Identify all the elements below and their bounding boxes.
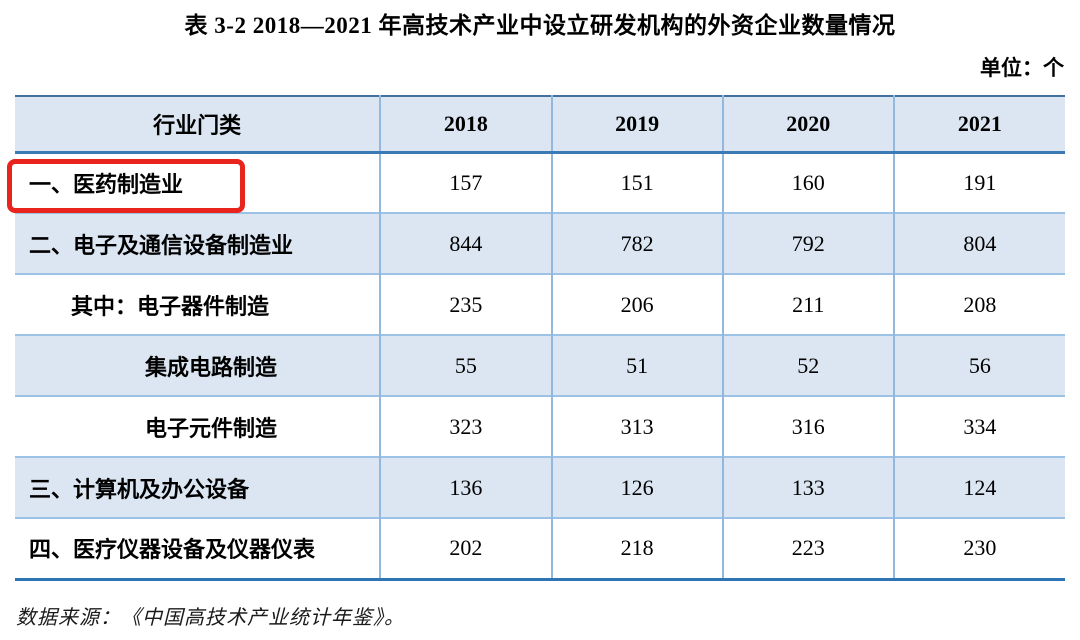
- row-label: 集成电路制造: [15, 335, 381, 396]
- cell-value: 323: [379, 396, 552, 457]
- table-header-row: 行业门类 2018 2019 2020 2021: [15, 96, 1065, 152]
- table-row-medical-instruments: 四、医疗仪器设备及仪器仪表 202 218 223 230: [15, 518, 1065, 579]
- column-header-2020: 2020: [721, 96, 894, 152]
- unit-label: 单位：个: [980, 57, 1064, 80]
- cell-value: 202: [379, 518, 552, 579]
- cell-value: 230: [892, 518, 1065, 579]
- row-label: 四、医疗仪器设备及仪器仪表: [29, 537, 316, 563]
- cell-value: 218: [550, 518, 723, 579]
- table-title: 表 3-2 2018—2021 年高技术产业中设立研发机构的外资企业数量情况: [184, 13, 896, 38]
- cell-value: 313: [550, 396, 723, 457]
- cell-value: 792: [721, 213, 894, 274]
- column-header-industry: 行业门类: [15, 96, 381, 152]
- row-label: 其中：电子器件制造: [71, 293, 270, 319]
- cell-value: 235: [379, 274, 552, 335]
- cell-value: 157: [379, 152, 552, 213]
- cell-value: 223: [721, 518, 894, 579]
- cell-value: 124: [892, 457, 1065, 518]
- row-label: 一、医药制造业: [29, 171, 184, 197]
- table-row-electronic-devices: 其中：电子器件制造 235 206 211 208: [15, 274, 1065, 335]
- cell-value: 126: [550, 457, 723, 518]
- row-label: 电子元件制造: [145, 415, 278, 441]
- column-header-2019: 2019: [550, 96, 723, 152]
- row-label: 三、计算机及办公设备: [15, 457, 381, 518]
- cell-value: 206: [550, 274, 723, 335]
- cell-value: 136: [379, 457, 552, 518]
- cell-value: 804: [892, 213, 1065, 274]
- cell-value: 133: [721, 457, 894, 518]
- cell-value: 782: [550, 213, 723, 274]
- table-row-pharma: 一、医药制造业 157 151 160 191: [15, 152, 1065, 213]
- cell-value: 160: [721, 152, 894, 213]
- cell-value: 211: [721, 274, 894, 335]
- source-note: 数据来源：《中国高技术产业统计年鉴》。: [16, 607, 405, 629]
- column-header-2021: 2021: [892, 96, 1065, 152]
- cell-value: 56: [892, 335, 1065, 396]
- cell-value: 191: [892, 152, 1065, 213]
- cell-value: 55: [379, 335, 552, 396]
- cell-value: 844: [379, 213, 552, 274]
- table-row-electronic-components: 电子元件制造 323 313 316 334: [15, 396, 1065, 457]
- table-row-integrated-circuits: 集成电路制造 55 51 52 56: [15, 335, 1065, 396]
- cell-value: 51: [550, 335, 723, 396]
- cell-value: 316: [721, 396, 894, 457]
- cell-value: 151: [550, 152, 723, 213]
- cell-value: 52: [721, 335, 894, 396]
- data-table: 行业门类 2018 2019 2020 2021 一、医药制造业 157 151…: [15, 95, 1065, 581]
- table-row-electronics-comm: 二、电子及通信设备制造业 844 782 792 804: [15, 213, 1065, 274]
- table-row-computers-office: 三、计算机及办公设备 136 126 133 124: [15, 457, 1065, 518]
- column-header-2018: 2018: [379, 96, 552, 152]
- row-label: 二、电子及通信设备制造业: [15, 213, 381, 274]
- cell-value: 334: [892, 396, 1065, 457]
- cell-value: 208: [892, 274, 1065, 335]
